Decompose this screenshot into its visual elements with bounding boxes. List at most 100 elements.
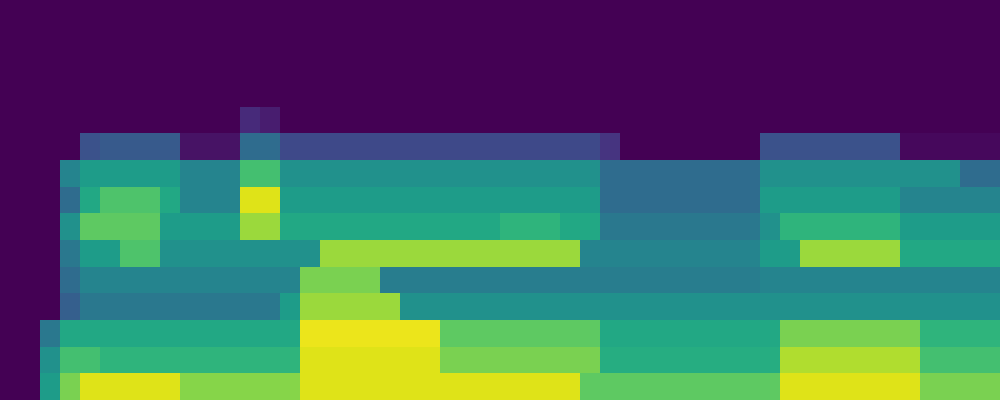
heatmap-cell [800, 133, 821, 160]
heatmap-cell [460, 293, 481, 320]
heatmap-cell [240, 240, 261, 267]
heatmap-cell [0, 53, 21, 80]
heatmap-cell [500, 27, 521, 54]
heatmap-cell [320, 187, 341, 214]
heatmap-cell [920, 107, 941, 134]
heatmap-cell [700, 320, 721, 347]
heatmap-cell [580, 240, 601, 267]
heatmap-cell [740, 53, 761, 80]
heatmap-cell [200, 0, 221, 27]
heatmap-cell [860, 373, 881, 400]
heatmap-cell [860, 0, 881, 27]
heatmap-cell [560, 107, 581, 134]
heatmap-cell [60, 187, 81, 214]
heatmap-cell [360, 373, 381, 400]
heatmap-cell [160, 267, 181, 294]
heatmap-cell [940, 27, 961, 54]
heatmap-cells [0, 0, 1000, 400]
heatmap-cell [420, 373, 441, 400]
heatmap-cell [900, 0, 921, 27]
heatmap-cell [940, 107, 961, 134]
heatmap-cell [620, 347, 641, 374]
heatmap-cell [380, 293, 401, 320]
heatmap-cell [520, 187, 541, 214]
heatmap-cell [760, 187, 781, 214]
heatmap-cell [420, 53, 441, 80]
heatmap-cell [220, 293, 241, 320]
heatmap-cell [360, 53, 381, 80]
heatmap-cell [980, 293, 1000, 320]
heatmap-cell [100, 373, 121, 400]
heatmap-cell [400, 267, 421, 294]
heatmap-cell [220, 133, 241, 160]
heatmap-cell [620, 27, 641, 54]
heatmap-cell [400, 133, 421, 160]
heatmap-cell [60, 240, 81, 267]
heatmap-cell [200, 53, 221, 80]
heatmap-cell [580, 347, 601, 374]
heatmap-cell [160, 80, 181, 107]
heatmap-cell [800, 267, 821, 294]
heatmap-cell [480, 347, 501, 374]
heatmap-cell [400, 347, 421, 374]
heatmap-cell [860, 267, 881, 294]
heatmap-cell [800, 53, 821, 80]
heatmap-cell [340, 133, 361, 160]
heatmap-cell [340, 293, 361, 320]
heatmap-cell [780, 53, 801, 80]
heatmap-cell [120, 53, 141, 80]
heatmap-cell [120, 160, 141, 187]
heatmap-cell [800, 80, 821, 107]
heatmap-cell [240, 320, 261, 347]
heatmap-cell [540, 107, 561, 134]
heatmap-cell [0, 240, 21, 267]
heatmap-cell [460, 0, 481, 27]
heatmap-cell [640, 160, 661, 187]
heatmap-cell [500, 373, 521, 400]
heatmap-cell [700, 187, 721, 214]
heatmap-cell [680, 373, 701, 400]
heatmap-cell [0, 160, 21, 187]
heatmap-cell [860, 293, 881, 320]
heatmap-cell [860, 107, 881, 134]
heatmap-cell [840, 53, 861, 80]
heatmap-cell [600, 80, 621, 107]
heatmap-cell [80, 107, 101, 134]
heatmap-cell [220, 160, 241, 187]
heatmap-cell [920, 320, 941, 347]
heatmap-cell [20, 293, 41, 320]
heatmap-cell [640, 240, 661, 267]
heatmap-cell [600, 107, 621, 134]
heatmap-cell [860, 213, 881, 240]
heatmap-cell [960, 160, 981, 187]
heatmap-cell [560, 347, 581, 374]
heatmap-cell [760, 0, 781, 27]
heatmap-cell [520, 320, 541, 347]
heatmap-cell [500, 320, 521, 347]
heatmap-cell [860, 240, 881, 267]
heatmap-cell [340, 213, 361, 240]
heatmap-cell [500, 133, 521, 160]
heatmap-cell [320, 213, 341, 240]
heatmap-cell [40, 293, 61, 320]
heatmap-cell [960, 133, 981, 160]
heatmap-cell [80, 240, 101, 267]
heatmap-cell [80, 320, 101, 347]
heatmap-cell [220, 107, 241, 134]
heatmap-cell [700, 267, 721, 294]
heatmap-cell [180, 240, 201, 267]
heatmap-cell [980, 267, 1000, 294]
heatmap-cell [500, 160, 521, 187]
heatmap-cell [520, 53, 541, 80]
heatmap-cell [380, 373, 401, 400]
heatmap-cell [140, 53, 161, 80]
heatmap-cell [680, 347, 701, 374]
heatmap-cell [360, 320, 381, 347]
heatmap-cell [320, 53, 341, 80]
heatmap-cell [340, 80, 361, 107]
heatmap-cell [160, 107, 181, 134]
heatmap-cell [660, 320, 681, 347]
heatmap-cell [280, 347, 301, 374]
heatmap-cell [260, 80, 281, 107]
heatmap-cell [920, 0, 941, 27]
